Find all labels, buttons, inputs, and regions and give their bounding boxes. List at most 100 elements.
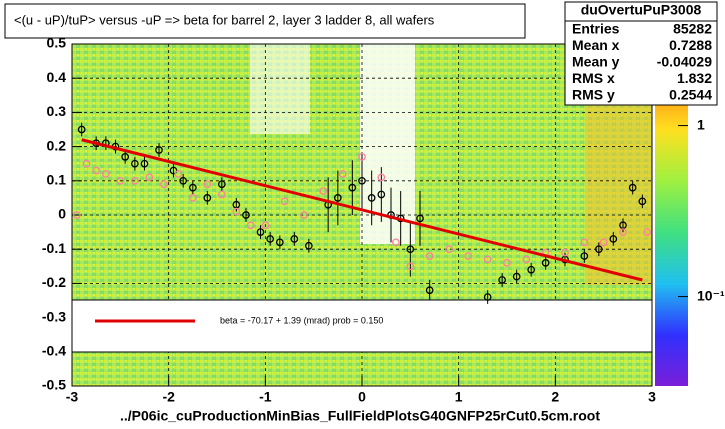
data-point xyxy=(304,241,313,250)
data-point xyxy=(77,125,86,134)
data-point xyxy=(159,180,168,189)
x-tick-label: -3 xyxy=(66,389,79,405)
data-point xyxy=(483,293,492,301)
data-point xyxy=(425,286,434,295)
x-axis-label: ../P06ic_cuProductionMinBias_FullFieldPl… xyxy=(120,408,600,424)
data-point xyxy=(261,221,270,230)
data-point xyxy=(391,238,400,247)
stats-label: RMS y xyxy=(572,87,615,103)
data-point xyxy=(155,146,163,154)
data-point xyxy=(275,238,284,247)
data-point xyxy=(580,252,589,260)
data-point xyxy=(188,194,197,202)
y-tick-label: 0 xyxy=(58,206,66,222)
y-tick-label: -0.3 xyxy=(42,308,66,324)
data-point xyxy=(290,235,299,243)
data-point xyxy=(561,248,569,257)
data-point xyxy=(377,190,386,199)
data-point xyxy=(266,235,275,243)
data-point xyxy=(338,170,347,178)
y-tick-label: -0.5 xyxy=(42,377,66,393)
data-point xyxy=(203,194,212,202)
data-point xyxy=(145,173,154,182)
legend-text: beta = -70.17 + 1.39 (mrad) prob = 0.150 xyxy=(220,315,383,325)
data-point xyxy=(377,173,386,182)
data-point xyxy=(522,255,531,264)
data-point xyxy=(580,238,589,247)
data-point xyxy=(246,221,255,230)
stats-label: Entries xyxy=(572,21,620,37)
data-point xyxy=(416,214,424,223)
data-point xyxy=(406,262,415,271)
data-point xyxy=(174,170,183,178)
data-point xyxy=(643,228,652,236)
data-point xyxy=(358,176,366,185)
stats-box xyxy=(564,1,718,106)
y-tick-label: 0.2 xyxy=(47,137,67,153)
data-point xyxy=(101,170,110,178)
data-point xyxy=(203,180,212,189)
stats-value: -0.04029 xyxy=(657,54,712,70)
data-point xyxy=(541,259,550,267)
x-tick-label: 2 xyxy=(551,389,559,405)
x-tick-label: -2 xyxy=(162,389,175,405)
data-point xyxy=(232,207,241,216)
data-point xyxy=(130,159,139,168)
stats-label: Mean x xyxy=(572,37,620,53)
stats-value: 0.7288 xyxy=(669,37,712,53)
data-point xyxy=(188,183,197,192)
y-tick-label: 0.5 xyxy=(47,35,67,51)
y-tick-label: 0.1 xyxy=(47,172,67,188)
data-point xyxy=(425,252,434,260)
stats-value: 1.832 xyxy=(677,70,712,86)
data-point xyxy=(498,276,507,284)
data-point xyxy=(619,228,627,236)
stats-label: RMS x xyxy=(572,70,615,86)
data-point xyxy=(599,238,608,247)
x-tick-label: 3 xyxy=(648,389,656,405)
data-point xyxy=(72,211,81,219)
data-point xyxy=(121,153,130,161)
x-tick-label: 1 xyxy=(455,389,463,405)
data-point xyxy=(445,245,453,254)
data-point xyxy=(140,159,149,168)
data-point xyxy=(130,176,139,185)
stats-title: duOvertuPuP3008 xyxy=(581,2,702,18)
data-point xyxy=(406,245,415,254)
stats-label: Mean y xyxy=(572,54,620,70)
x-tick-label: -1 xyxy=(259,389,272,405)
data-point xyxy=(512,272,521,281)
data-point xyxy=(358,153,366,161)
data-point xyxy=(179,176,188,185)
data-point xyxy=(300,211,308,219)
data-point xyxy=(503,259,511,267)
data-point xyxy=(92,166,101,175)
y-tick-label: 0.3 xyxy=(47,103,67,119)
stats-value: 0.2544 xyxy=(669,87,712,103)
title-box xyxy=(4,3,526,39)
fit-line xyxy=(81,138,643,282)
plot-frame xyxy=(71,43,653,387)
z-tick-label: 1 xyxy=(697,116,705,132)
data-point xyxy=(217,180,226,189)
data-point xyxy=(464,252,473,260)
stats-value: 85282 xyxy=(673,21,712,37)
chart-title: <(u - uP)/tuP> versus -uP => beta for ba… xyxy=(14,12,435,27)
data-point xyxy=(217,190,226,199)
data-point xyxy=(367,194,376,202)
y-tick-label: -0.1 xyxy=(42,240,66,256)
data-point xyxy=(333,194,342,202)
data-point xyxy=(280,197,289,206)
heatmap-dense xyxy=(585,105,652,285)
data-point xyxy=(638,197,647,206)
data-point xyxy=(256,228,265,236)
heatmap-gap xyxy=(250,44,310,134)
data-point xyxy=(242,211,250,219)
legend-box xyxy=(71,299,653,353)
y-tick-label: -0.4 xyxy=(42,343,66,359)
x-tick-label: 0 xyxy=(358,389,366,405)
data-point xyxy=(594,245,603,254)
data-point xyxy=(116,176,125,185)
data-point xyxy=(319,187,328,195)
